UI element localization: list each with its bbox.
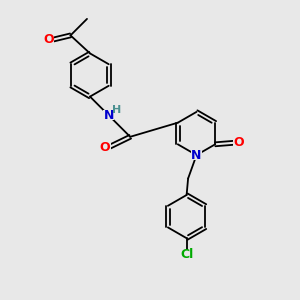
Text: N: N xyxy=(191,148,202,162)
Bar xyxy=(103,110,114,120)
Text: H: H xyxy=(112,105,122,115)
Bar xyxy=(233,138,244,148)
Text: Cl: Cl xyxy=(180,248,193,262)
Text: O: O xyxy=(100,141,110,154)
Bar xyxy=(178,250,196,260)
Text: O: O xyxy=(233,136,244,149)
Bar xyxy=(100,142,111,152)
Text: N: N xyxy=(103,109,114,122)
Text: O: O xyxy=(43,33,54,46)
Bar xyxy=(43,35,54,45)
Bar xyxy=(191,150,202,160)
